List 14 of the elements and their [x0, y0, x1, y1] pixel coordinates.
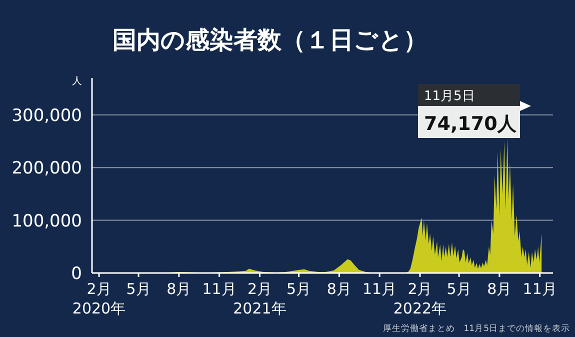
x-tick-label: 5月 — [286, 280, 312, 298]
y-tick-label: 300,000 — [12, 106, 82, 126]
x-tick-label: 11月 — [522, 280, 557, 298]
y-tick-label: 200,000 — [12, 158, 82, 179]
text: 厚生労働省まとめ 11月5日までの情報を表示 — [382, 323, 570, 334]
chart-title: 国内の感染者数（１日ごと） — [112, 26, 428, 54]
x-tick-label: 8月 — [326, 280, 352, 298]
x-tick-label: 5月 — [126, 280, 151, 298]
x-tick-label: 8月 — [166, 280, 192, 298]
y-tick-label: 100,000 — [12, 211, 82, 232]
annotation: 11月5日 74,170人 — [424, 89, 518, 135]
x-tick-label: 8月 — [487, 280, 512, 298]
y-axis-title: 人 — [72, 76, 82, 87]
x-tick-label: 5月 — [446, 280, 472, 298]
